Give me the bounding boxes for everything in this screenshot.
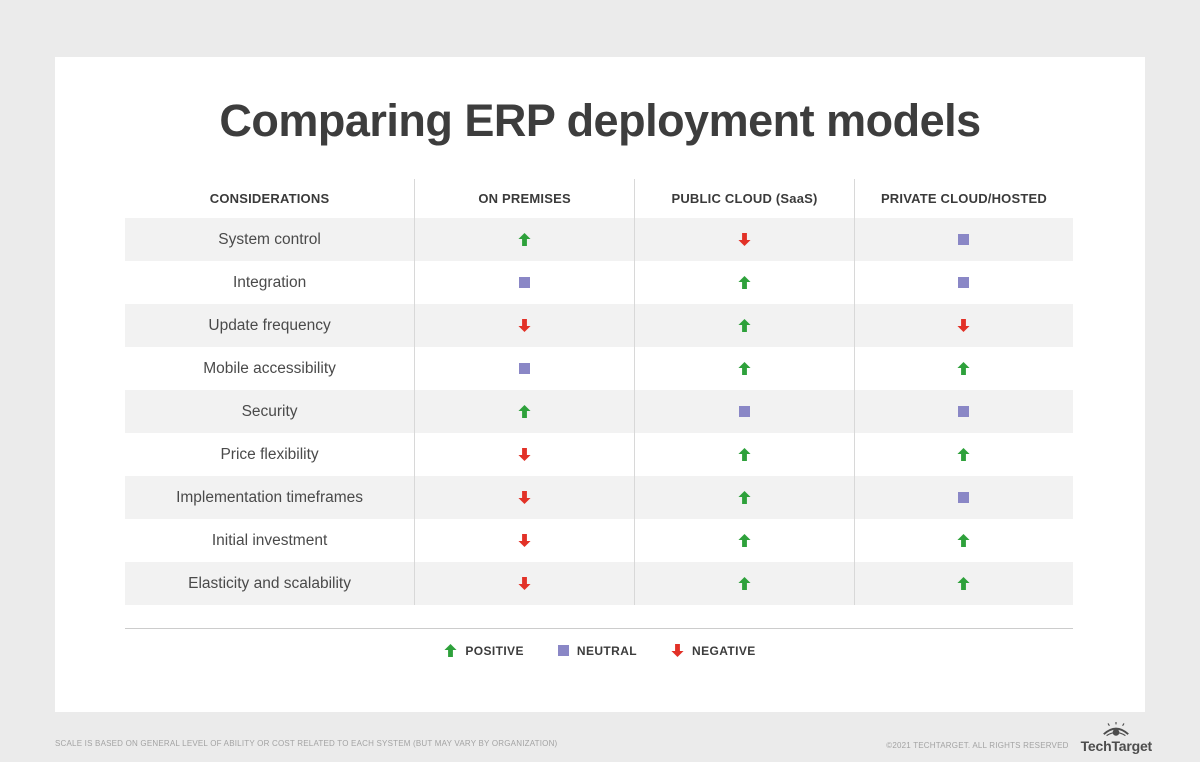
techtarget-logo: TechTarget — [1081, 722, 1152, 754]
neutral-square-icon — [557, 645, 569, 656]
techtarget-eye-icon — [1103, 722, 1130, 737]
comparison-table: CONSIDERATIONS ON PREMISES PUBLIC CLOUD (S… — [125, 179, 1073, 605]
down-arrow-icon — [671, 644, 684, 657]
table-row: Security — [125, 390, 1073, 433]
up-arrow-icon — [738, 577, 751, 590]
down-arrow-icon — [738, 233, 751, 246]
neutral-square-icon — [958, 277, 970, 288]
rating-cell — [414, 390, 634, 433]
rating-cell — [853, 519, 1073, 562]
legend-item: NEUTRAL — [557, 643, 638, 658]
legend-item: NEGATIVE — [671, 643, 756, 658]
table-row: Integration — [125, 261, 1073, 304]
up-arrow-icon — [738, 276, 751, 289]
page-title: Comparing ERP deployment models — [219, 95, 981, 146]
rating-cell — [634, 562, 854, 605]
column-header: CONSIDERATIONS — [209, 191, 330, 206]
table-row: System control — [125, 218, 1073, 261]
up-arrow-icon — [957, 448, 970, 461]
legend-label: POSITIVE — [465, 643, 524, 658]
rating-cell — [853, 476, 1073, 519]
rating-cell — [414, 519, 634, 562]
neutral-square-icon — [958, 492, 970, 503]
legend-label: NEGATIVE — [692, 643, 756, 658]
neutral-square-icon — [739, 406, 750, 417]
rating-cell — [414, 218, 634, 261]
up-arrow-icon — [738, 491, 751, 504]
table-header-row: CONSIDERATIONS ON PREMISES PUBLIC CLOUD (S… — [125, 179, 1073, 218]
rating-cell — [414, 562, 634, 605]
rating-cell — [634, 347, 854, 390]
table-body: System control Integration Update frequenc… — [125, 218, 1073, 605]
rating-cell — [634, 304, 854, 347]
infographic-card: Comparing ERP deployment models CONSIDER… — [55, 57, 1145, 712]
rating-cell — [414, 433, 634, 476]
rating-cell — [414, 476, 634, 519]
neutral-square-icon — [958, 406, 970, 417]
rating-cell — [853, 261, 1073, 304]
up-arrow-icon — [738, 448, 751, 461]
rating-cell — [853, 390, 1073, 433]
legend-label: NEUTRAL — [576, 643, 638, 658]
neutral-square-icon — [958, 234, 970, 245]
down-arrow-icon — [518, 534, 531, 547]
rating-cell — [414, 347, 634, 390]
legend: POSITIVE NEUTRAL NEGATIVE — [55, 643, 1145, 658]
rating-cell — [414, 261, 634, 304]
row-label: System control — [218, 230, 321, 248]
rating-cell — [853, 347, 1073, 390]
down-arrow-icon — [518, 577, 531, 590]
down-arrow-icon — [518, 448, 531, 461]
neutral-square-icon — [519, 277, 531, 288]
neutral-square-icon — [519, 363, 531, 374]
row-label: Price flexibility — [220, 445, 319, 463]
footer-disclaimer: SCALE IS BASED ON GENERAL LEVEL OF ABILI… — [55, 739, 558, 748]
column-header: PUBLIC CLOUD (SaaS) — [634, 179, 854, 218]
row-label: Mobile accessibility — [203, 359, 336, 377]
rating-cell — [853, 218, 1073, 261]
up-arrow-icon — [518, 233, 531, 246]
footer-copyright: ©2021 TECHTARGET. ALL RIGHTS RESERVED — [886, 740, 1069, 750]
rating-cell — [414, 304, 634, 347]
rating-cell — [634, 218, 854, 261]
down-arrow-icon — [518, 319, 531, 332]
up-arrow-icon — [518, 405, 531, 418]
table-row: Implementation timeframes — [125, 476, 1073, 519]
up-arrow-icon — [957, 577, 970, 590]
rating-cell — [634, 476, 854, 519]
up-arrow-icon — [738, 362, 751, 375]
rating-cell — [853, 433, 1073, 476]
up-arrow-icon — [444, 644, 457, 657]
row-label: Initial investment — [211, 531, 328, 549]
table-row: Price flexibility — [125, 433, 1073, 476]
down-arrow-icon — [957, 319, 970, 332]
rating-cell — [853, 304, 1073, 347]
rating-cell — [853, 562, 1073, 605]
table-row: Elasticity and scalability — [125, 562, 1073, 605]
up-arrow-icon — [738, 319, 751, 332]
up-arrow-icon — [957, 362, 970, 375]
rating-cell — [634, 261, 854, 304]
rating-cell — [634, 519, 854, 562]
techtarget-wordmark: TechTarget — [1080, 738, 1153, 754]
row-label: Security — [241, 402, 298, 420]
row-label: Elasticity and scalability — [188, 574, 351, 592]
up-arrow-icon — [738, 534, 751, 547]
legend-divider — [125, 628, 1073, 629]
table-row: Mobile accessibility — [125, 347, 1073, 390]
rating-cell — [634, 433, 854, 476]
row-label: Integration — [232, 273, 307, 291]
footer-right: ©2021 TECHTARGET. ALL RIGHTS RESERVED Te… — [886, 722, 1152, 754]
down-arrow-icon — [518, 491, 531, 504]
legend-item: POSITIVE — [444, 643, 524, 658]
table-row: Initial investment — [125, 519, 1073, 562]
row-label: Implementation timeframes — [176, 488, 364, 506]
table-row: Update frequency — [125, 304, 1073, 347]
column-header: PRIVATE CLOUD/HOSTED — [853, 179, 1073, 218]
column-header: ON PREMISES — [414, 179, 634, 218]
row-label: Update frequency — [208, 316, 331, 334]
rating-cell — [634, 390, 854, 433]
up-arrow-icon — [957, 534, 970, 547]
